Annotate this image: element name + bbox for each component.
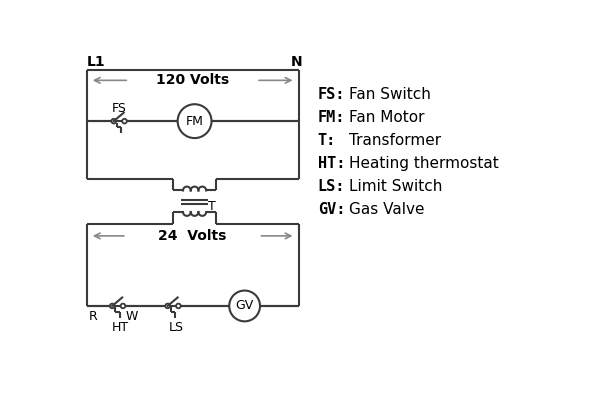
Text: FS: FS (112, 102, 126, 115)
Circle shape (120, 304, 125, 308)
Text: 120 Volts: 120 Volts (156, 73, 229, 87)
Text: GV:: GV: (318, 202, 345, 217)
Text: Heating thermostat: Heating thermostat (349, 156, 499, 171)
Text: Transformer: Transformer (349, 133, 441, 148)
Text: T:: T: (318, 133, 336, 148)
Text: HT:: HT: (318, 156, 345, 171)
Text: R: R (88, 310, 97, 323)
Text: LS: LS (169, 321, 184, 334)
Circle shape (112, 119, 116, 124)
Text: Gas Valve: Gas Valve (349, 202, 424, 217)
Circle shape (230, 290, 260, 321)
Text: HT: HT (112, 321, 129, 334)
Text: W: W (125, 310, 137, 323)
Text: Fan Switch: Fan Switch (349, 87, 431, 102)
Text: FM:: FM: (318, 110, 345, 125)
Circle shape (165, 304, 170, 308)
Circle shape (122, 119, 127, 124)
Circle shape (178, 104, 211, 138)
Text: Fan Motor: Fan Motor (349, 110, 424, 125)
Circle shape (176, 304, 181, 308)
Text: 24  Volts: 24 Volts (159, 229, 227, 243)
Text: FM: FM (186, 115, 204, 128)
Circle shape (110, 304, 114, 308)
Text: GV: GV (235, 300, 254, 312)
Text: Limit Switch: Limit Switch (349, 179, 442, 194)
Text: LS:: LS: (318, 179, 345, 194)
Text: FS:: FS: (318, 87, 345, 102)
Text: T: T (208, 200, 216, 213)
Text: L1: L1 (87, 55, 106, 69)
Text: N: N (291, 55, 303, 69)
